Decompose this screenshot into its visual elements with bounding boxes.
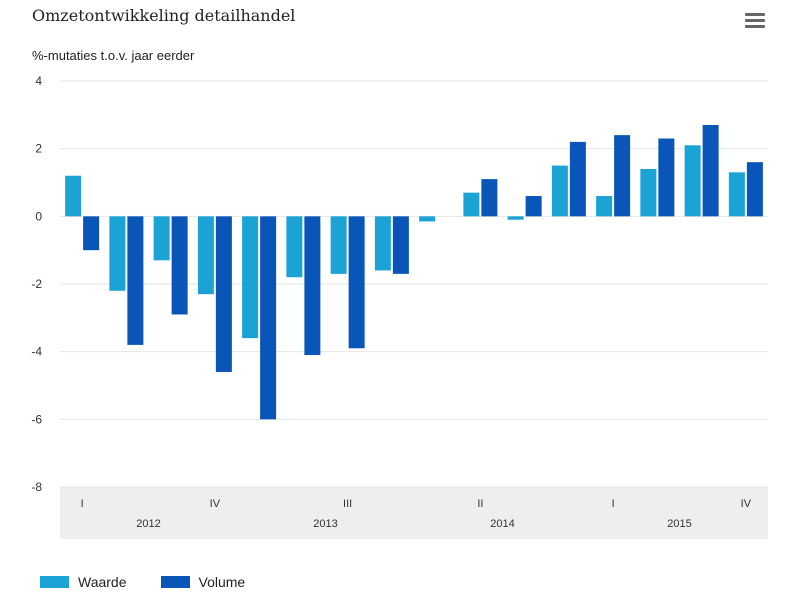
bar-waarde-6 xyxy=(330,216,347,274)
bar-volume-2 xyxy=(171,216,188,315)
bar-volume-10 xyxy=(525,196,542,217)
bar-waarde-7 xyxy=(374,216,391,271)
bar-waarde-1 xyxy=(109,216,126,291)
bar-waarde-2 xyxy=(153,216,170,261)
bar-volume-13 xyxy=(658,138,675,217)
chart-legend: Waarde Volume xyxy=(40,574,279,590)
x-quarter-label: III xyxy=(343,498,352,510)
legend-item-volume[interactable]: Volume xyxy=(160,574,246,590)
bar-waarde-11 xyxy=(551,165,568,217)
bar-waarde-8 xyxy=(419,216,436,222)
legend-label-waarde: Waarde xyxy=(78,574,127,590)
x-year-label: 2013 xyxy=(313,518,337,530)
bar-volume-9 xyxy=(481,179,498,217)
legend-label-volume: Volume xyxy=(198,574,246,590)
x-quarter-label: I xyxy=(612,498,615,510)
bar-volume-5 xyxy=(304,216,321,356)
chart-subtitle: %-mutaties t.o.v. jaar eerder xyxy=(32,48,195,63)
y-tick-label: 0 xyxy=(35,209,42,223)
x-year-label: 2015 xyxy=(667,518,691,530)
bar-waarde-15 xyxy=(728,172,745,217)
x-year-label: 2012 xyxy=(136,518,160,530)
y-tick-label: -8 xyxy=(31,480,42,494)
bar-waarde-12 xyxy=(596,196,613,217)
legend-swatch-waarde xyxy=(40,576,69,588)
bar-volume-15 xyxy=(746,162,763,217)
hamburger-menu-icon[interactable] xyxy=(745,13,767,29)
chart-title: Omzetontwikkeling detailhandel xyxy=(32,6,296,25)
bar-volume-6 xyxy=(348,216,365,349)
bar-volume-0 xyxy=(83,216,100,251)
bar-volume-11 xyxy=(569,141,586,217)
legend-item-waarde[interactable]: Waarde xyxy=(40,574,127,590)
legend-swatch-volume xyxy=(160,576,190,588)
bar-waarde-4 xyxy=(242,216,259,339)
bar-waarde-13 xyxy=(640,168,657,217)
bar-volume-14 xyxy=(702,124,719,217)
bar-waarde-10 xyxy=(507,216,524,220)
x-quarter-label: II xyxy=(477,498,483,510)
bar-waarde-5 xyxy=(286,216,303,278)
x-quarter-label: IV xyxy=(741,498,752,510)
bar-waarde-0 xyxy=(65,175,82,217)
y-tick-label: -4 xyxy=(31,345,42,359)
bar-waarde-3 xyxy=(197,216,214,295)
bar-volume-1 xyxy=(127,216,144,345)
y-tick-label: -2 xyxy=(31,277,42,291)
y-tick-label: -6 xyxy=(31,412,42,426)
x-quarter-label: IV xyxy=(210,498,221,510)
x-year-label: 2014 xyxy=(490,518,514,530)
bar-volume-4 xyxy=(260,216,277,420)
bar-waarde-14 xyxy=(684,145,701,217)
bar-volume-12 xyxy=(614,135,631,217)
bar-volume-7 xyxy=(392,216,409,274)
bar-volume-3 xyxy=(215,216,232,372)
bar-waarde-9 xyxy=(463,192,480,217)
x-quarter-label: I xyxy=(81,498,84,510)
y-tick-label: 2 xyxy=(35,142,42,156)
y-tick-label: 4 xyxy=(35,74,42,88)
category-axis-band xyxy=(60,487,768,539)
